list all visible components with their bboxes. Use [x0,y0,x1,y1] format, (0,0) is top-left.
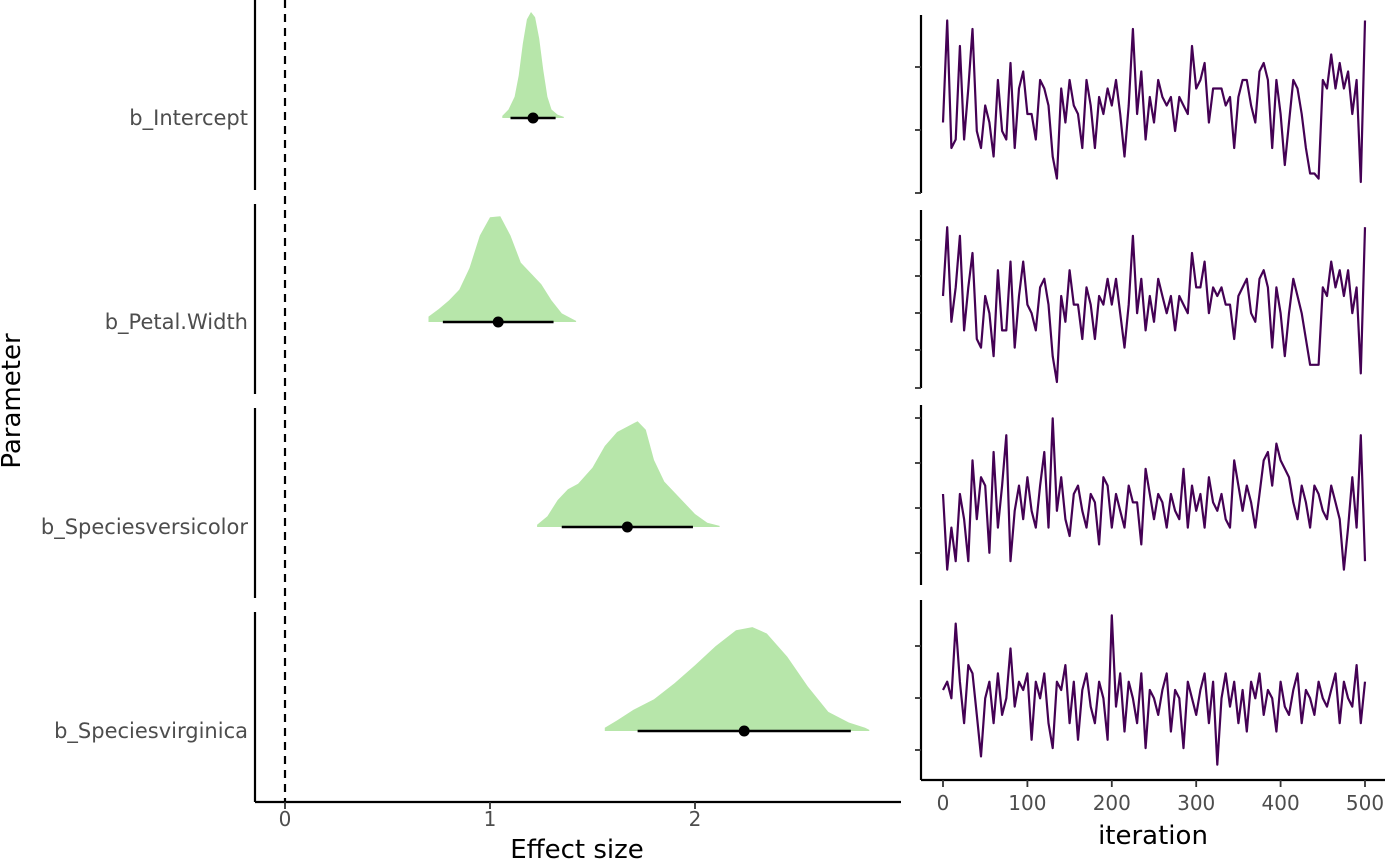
parameter-label-b_Petal.Width: b_Petal.Width [105,310,248,335]
trace-line-b_Speciesversicolor [941,417,1367,571]
trace-line-b_Intercept [941,19,1367,184]
parameter-label-b_Speciesversicolor: b_Speciesversicolor [41,515,248,540]
parameter-label-b_Intercept: b_Intercept [129,106,248,131]
trace-x-tick-label: 100 [1008,791,1046,815]
trace-panel: 0 100 200 300 400 500 [915,15,1385,815]
estimate-point-b_Intercept [527,112,539,124]
trace-x-tick-label: 300 [1177,791,1215,815]
trace-x-tick-label: 500 [1346,791,1384,815]
trace-x-tick-label: 200 [1093,791,1131,815]
x-tick-label: 1 [484,807,497,831]
trace-x-tick-label: 0 [937,791,950,815]
trace-line-b_Petal.Width [941,226,1367,384]
x-axis-title-effect-size: Effect size [510,835,644,865]
x-tick-label: 0 [279,807,292,831]
y-axis-title-parameter: Parameter [0,333,27,469]
trace-line-b_Speciesvirginica [942,614,1367,766]
density-b_Speciesversicolor [537,421,720,527]
x-tick-label: 2 [689,807,702,831]
estimate-point-b_Speciesvirginica [738,725,750,737]
density-b_Petal.Width [428,216,577,322]
trace-x-tick-label: 400 [1262,791,1300,815]
density-b_Speciesvirginica [604,627,870,731]
x-axis-title-iteration: iteration [1098,821,1208,851]
estimate-point-b_Petal.Width [492,316,504,328]
effect-size-panel: 0 1 2 b_Intercept b_Petal.Width b_Speciesvers… [41,0,901,831]
estimate-point-b_Speciesversicolor [621,521,633,533]
density-b_Intercept [502,12,564,118]
parameter-label-b_Speciesvirginica: b_Speciesvirginica [54,719,248,744]
